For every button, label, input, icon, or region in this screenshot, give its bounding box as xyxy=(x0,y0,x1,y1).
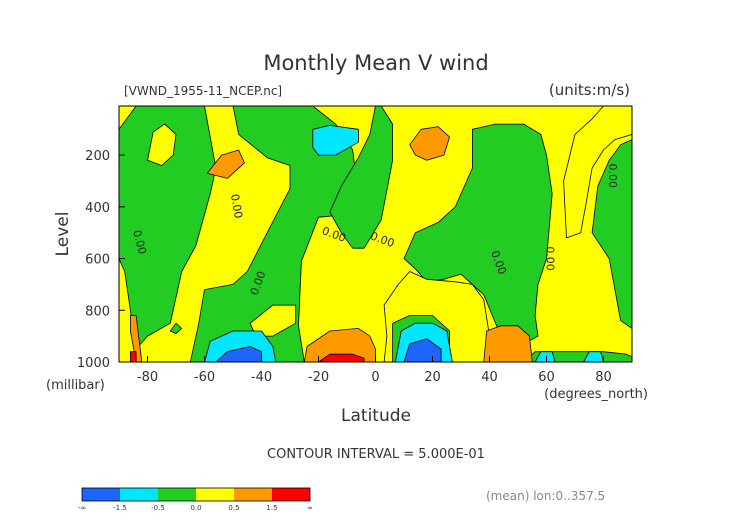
y-axis-ticks: 200 400 600 800 1000 xyxy=(77,149,125,371)
x-tick-label-0: -80 xyxy=(137,370,158,385)
contour-interval: CONTOUR INTERVAL = 5.000E-01 xyxy=(267,447,485,462)
contour-region-8 xyxy=(403,123,553,345)
contour-region-1 xyxy=(147,123,177,166)
contour-label-6: 0.00 xyxy=(544,246,557,271)
y-axis-units: (millibar) xyxy=(46,378,105,393)
x-tick-label-6: 40 xyxy=(481,370,498,385)
y-tick-label-4: 1000 xyxy=(77,356,110,371)
contour-label-1: 0.00 xyxy=(228,193,245,219)
legend-label-0: -∞ xyxy=(78,504,86,512)
y-tick-label-0: 200 xyxy=(85,149,110,164)
footnote: (mean) lon:0..357.5 xyxy=(486,489,605,503)
contour-label-7: 0.00 xyxy=(606,164,619,189)
x-axis-units: (degrees_north) xyxy=(544,387,648,402)
legend-swatch-2 xyxy=(158,488,196,501)
legend-swatch-0 xyxy=(82,488,120,501)
contour-region-15 xyxy=(129,351,137,362)
contour-region-6 xyxy=(312,125,359,156)
contour-region-2 xyxy=(189,106,359,362)
x-tick-label-3: -20 xyxy=(308,370,329,385)
file-label: [VWND_1955-11_NCEP.nc] xyxy=(124,84,282,98)
plot-area: 0.000.000.000.00 0.000.00 0.000.00 xyxy=(118,105,633,363)
x-tick-label-1: -60 xyxy=(194,370,215,385)
x-tick-label-5: 20 xyxy=(424,370,441,385)
contour-label-0: 0.00 xyxy=(130,229,149,256)
contour-region-5 xyxy=(206,149,245,179)
y-tick-label-1: 400 xyxy=(85,201,110,216)
color-legend: -∞ -1.5 -0.5 0.0 0.5 1.5 ∞ xyxy=(78,487,313,512)
legend-label-1: -1.5 xyxy=(113,504,127,512)
x-tick-label-8: 80 xyxy=(595,370,612,385)
units-label: (units:m/s) xyxy=(549,81,630,99)
contour-region-25 xyxy=(583,351,604,362)
contour-region-14 xyxy=(129,315,143,362)
contour-region-16 xyxy=(169,322,183,335)
y-tick-label-2: 600 xyxy=(85,253,110,268)
x-axis-ticks: -80 -60 -40 -20 0 20 40 60 80 xyxy=(137,356,612,385)
chart-title: Monthly Mean V wind xyxy=(263,51,488,75)
contour-fill-regions xyxy=(119,106,632,362)
contour-region-23 xyxy=(483,325,533,362)
contour-region-12 xyxy=(591,139,632,329)
contour-region-18 xyxy=(215,346,262,362)
legend-swatch-1 xyxy=(120,488,158,501)
y-axis-label: Level xyxy=(53,212,73,257)
x-tick-label-4: 0 xyxy=(371,370,379,385)
legend-swatch-4 xyxy=(234,488,272,501)
legend-label-5: 1.5 xyxy=(266,504,277,512)
contour-region-4 xyxy=(329,106,394,249)
legend-label-3: 0.0 xyxy=(190,504,201,512)
legend-label-2: -0.5 xyxy=(151,504,165,512)
contour-region-24 xyxy=(534,351,556,362)
x-axis-label: Latitude xyxy=(341,406,411,426)
legend-label-4: 0.5 xyxy=(228,504,239,512)
contour-region-22 xyxy=(403,338,442,362)
legend-label-6: ∞ xyxy=(307,504,313,512)
contour-region-20 xyxy=(318,353,365,362)
legend-swatch-5 xyxy=(272,488,310,501)
legend-swatch-3 xyxy=(196,488,234,501)
y-tick-label-3: 800 xyxy=(85,304,110,319)
contour-region-7 xyxy=(409,126,451,161)
x-tick-label-7: 60 xyxy=(538,370,555,385)
contour-region-11 xyxy=(563,106,632,239)
legend-frame xyxy=(81,487,311,502)
x-tick-label-2: -40 xyxy=(251,370,272,385)
